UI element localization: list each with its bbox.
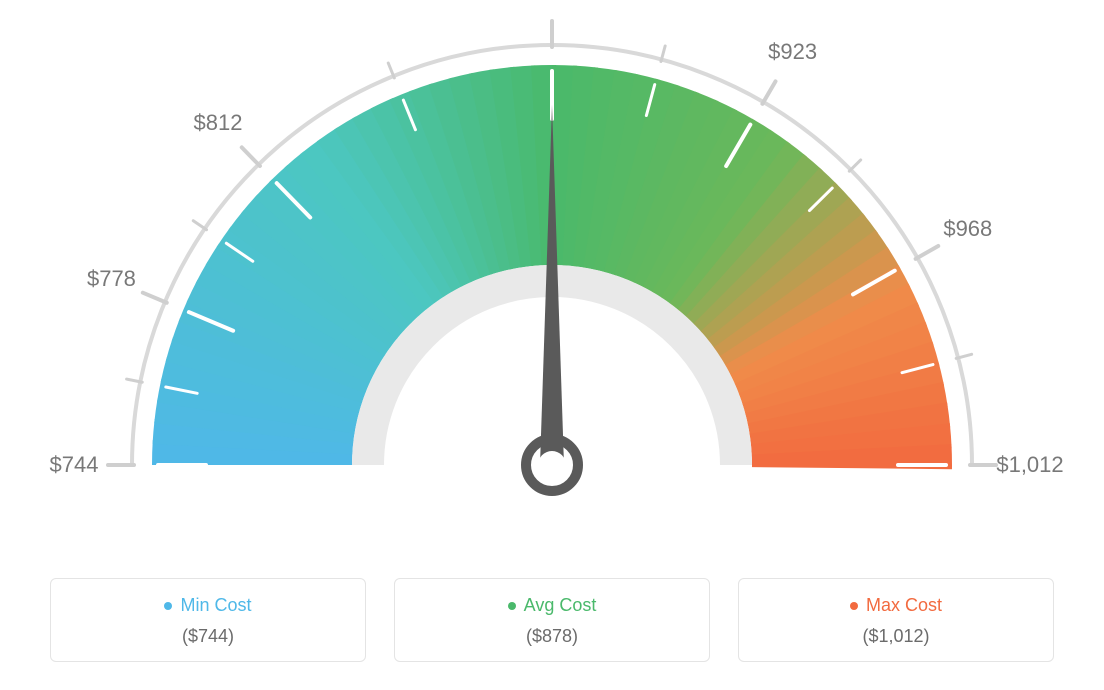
gauge-tick-label: $923 [768, 39, 817, 65]
legend-value-avg: ($878) [407, 626, 697, 647]
legend-card-avg: Avg Cost ($878) [394, 578, 710, 662]
gauge-area: $744$778$812$878$923$968$1,012 [0, 0, 1104, 560]
legend-card-max: Max Cost ($1,012) [738, 578, 1054, 662]
legend-title-max: Max Cost [850, 595, 942, 616]
legend-title-label: Max Cost [866, 595, 942, 616]
legend-title-label: Min Cost [180, 595, 251, 616]
legend-title-label: Avg Cost [524, 595, 597, 616]
gauge-tick-label: $968 [943, 216, 992, 242]
gauge-tick-label: $744 [50, 452, 99, 478]
legend-title-min: Min Cost [164, 595, 251, 616]
dot-icon [164, 602, 172, 610]
legend-card-min: Min Cost ($744) [50, 578, 366, 662]
legend-value-max: ($1,012) [751, 626, 1041, 647]
legend-title-avg: Avg Cost [508, 595, 597, 616]
gauge-tick-label: $812 [194, 110, 243, 136]
dot-icon [850, 602, 858, 610]
legend-value-min: ($744) [63, 626, 353, 647]
legend-row: Min Cost ($744) Avg Cost ($878) Max Cost… [50, 578, 1054, 662]
gauge-chart-container: $744$778$812$878$923$968$1,012 Min Cost … [0, 0, 1104, 690]
dot-icon [508, 602, 516, 610]
gauge-tick-label: $1,012 [996, 452, 1063, 478]
gauge-tick-label: $778 [87, 266, 136, 292]
gauge-svg [0, 0, 1104, 560]
